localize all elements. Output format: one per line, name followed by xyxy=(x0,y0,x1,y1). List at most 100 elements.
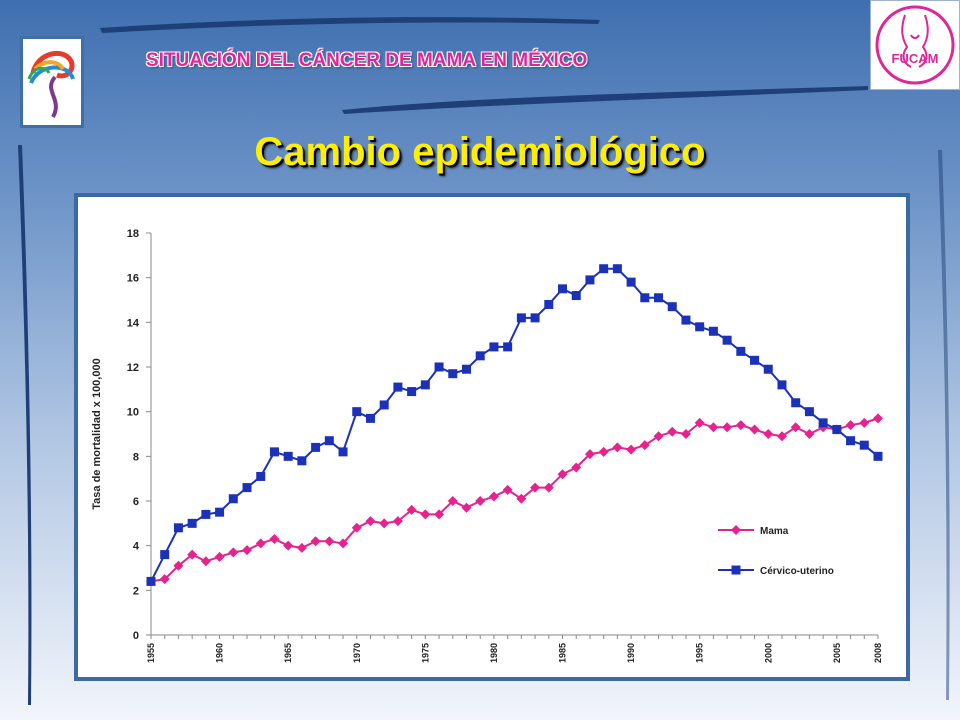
data-point-cervico-uterino xyxy=(434,362,444,372)
y-tick-label: 10 xyxy=(127,407,139,419)
data-point-mama xyxy=(859,417,870,428)
data-point-cervico-uterino xyxy=(146,576,156,586)
data-point-mama xyxy=(530,482,541,493)
data-point-mama xyxy=(680,429,691,439)
data-point-mama xyxy=(708,422,719,433)
data-point-mama xyxy=(502,484,513,495)
y-tick-label: 12 xyxy=(127,362,139,374)
legend-marker-mama xyxy=(731,525,741,535)
data-point-mama xyxy=(228,547,239,558)
chart-frame: 0 2 4 6 8 10 12 14 16 18 1955 1960 1965 1970 1975 1980 1… xyxy=(74,193,910,681)
x-tick-label: 1990 xyxy=(626,643,636,663)
left-logo xyxy=(20,36,84,128)
data-point-cervico-uterino xyxy=(846,436,856,446)
data-point-cervico-uterino xyxy=(297,456,307,466)
x-tick-label: 1965 xyxy=(283,643,293,663)
data-point-cervico-uterino xyxy=(558,284,568,294)
data-point-mama xyxy=(571,462,582,473)
data-point-mama xyxy=(283,540,294,551)
x-tick-label: 1955 xyxy=(146,643,156,663)
data-point-mama xyxy=(639,440,650,451)
data-point-cervico-uterino xyxy=(667,302,677,312)
data-point-mama xyxy=(461,502,472,513)
data-point-mama xyxy=(365,516,376,527)
x-tick-label: 1980 xyxy=(489,643,499,663)
data-point-cervico-uterino xyxy=(283,451,293,461)
data-point-cervico-uterino xyxy=(530,313,540,323)
data-point-mama xyxy=(584,449,595,460)
y-axis-label: Tasa de mortalidad x 100,000 xyxy=(91,358,103,509)
data-point-cervico-uterino xyxy=(681,315,691,325)
y-tick-label: 14 xyxy=(127,317,140,329)
data-point-mama xyxy=(626,444,637,455)
data-point-mama xyxy=(351,522,362,533)
data-point-cervico-uterino xyxy=(804,407,814,417)
data-point-mama xyxy=(749,424,760,435)
legend-label-cervico-uterino: Cérvico-uterino xyxy=(760,566,834,577)
data-point-mama xyxy=(845,420,856,431)
data-point-cervico-uterino xyxy=(324,436,334,446)
data-point-cervico-uterino xyxy=(791,398,801,408)
data-point-cervico-uterino xyxy=(818,418,828,428)
data-point-mama xyxy=(790,422,801,433)
data-point-cervico-uterino xyxy=(763,364,773,374)
data-point-mama xyxy=(667,426,678,437)
data-point-cervico-uterino xyxy=(379,400,389,410)
legend-marker-cervico-uterino xyxy=(731,565,741,575)
fucam-logo-icon: FUCAM xyxy=(875,5,955,85)
data-point-cervico-uterino xyxy=(873,451,883,461)
data-point-cervico-uterino xyxy=(448,369,458,379)
data-point-cervico-uterino xyxy=(722,335,732,345)
data-point-cervico-uterino xyxy=(228,494,238,504)
data-point-cervico-uterino xyxy=(599,264,609,274)
data-point-cervico-uterino xyxy=(612,264,622,274)
data-point-mama xyxy=(242,545,253,556)
data-point-mama xyxy=(694,417,705,428)
left-vertical-swoosh xyxy=(18,145,32,705)
x-tick-label: 1970 xyxy=(352,643,362,663)
data-point-mama xyxy=(776,431,787,442)
x-tick-label: 1995 xyxy=(695,643,705,663)
data-point-cervico-uterino xyxy=(695,322,705,332)
x-tick-label: 2008 xyxy=(873,643,883,663)
data-point-cervico-uterino xyxy=(777,380,787,390)
y-tick-label: 16 xyxy=(127,273,139,285)
data-point-mama xyxy=(447,496,458,506)
data-point-cervico-uterino xyxy=(461,364,471,374)
data-point-cervico-uterino xyxy=(736,346,746,356)
data-point-mama xyxy=(763,429,774,439)
data-point-cervico-uterino xyxy=(407,387,417,397)
data-point-cervico-uterino xyxy=(173,523,183,533)
data-point-mama xyxy=(200,556,211,567)
data-point-mama xyxy=(475,496,486,506)
data-point-mama xyxy=(516,493,527,504)
y-tick-label: 4 xyxy=(133,541,140,553)
data-point-cervico-uterino xyxy=(708,326,718,336)
data-point-mama xyxy=(804,429,815,439)
data-point-cervico-uterino xyxy=(571,291,581,301)
data-point-mama xyxy=(488,491,499,502)
data-point-mama xyxy=(255,538,266,549)
data-point-cervico-uterino xyxy=(832,425,842,435)
data-point-mama xyxy=(187,549,198,560)
data-point-cervico-uterino xyxy=(654,293,664,303)
data-point-mama xyxy=(653,431,664,442)
data-point-mama xyxy=(324,536,335,547)
data-point-mama xyxy=(557,469,568,480)
data-point-cervico-uterino xyxy=(544,299,554,309)
data-point-cervico-uterino xyxy=(269,447,279,457)
x-tick-label: 2005 xyxy=(832,643,842,663)
x-tick-label: 1975 xyxy=(420,643,430,663)
x-tick-label: 1960 xyxy=(215,643,225,663)
data-point-cervico-uterino xyxy=(626,277,636,287)
header-title: SITUACIÓN DEL CÁNCER DE MAMA EN MÉXICO xyxy=(146,50,588,71)
data-point-cervico-uterino xyxy=(393,382,403,392)
y-tick-label: 8 xyxy=(133,451,139,463)
data-point-mama xyxy=(598,446,609,457)
y-tick-label: 6 xyxy=(133,496,139,508)
data-point-mama xyxy=(612,442,623,453)
data-point-cervico-uterino xyxy=(187,518,197,528)
data-point-cervico-uterino xyxy=(242,483,252,493)
y-tick-label: 0 xyxy=(133,630,139,642)
